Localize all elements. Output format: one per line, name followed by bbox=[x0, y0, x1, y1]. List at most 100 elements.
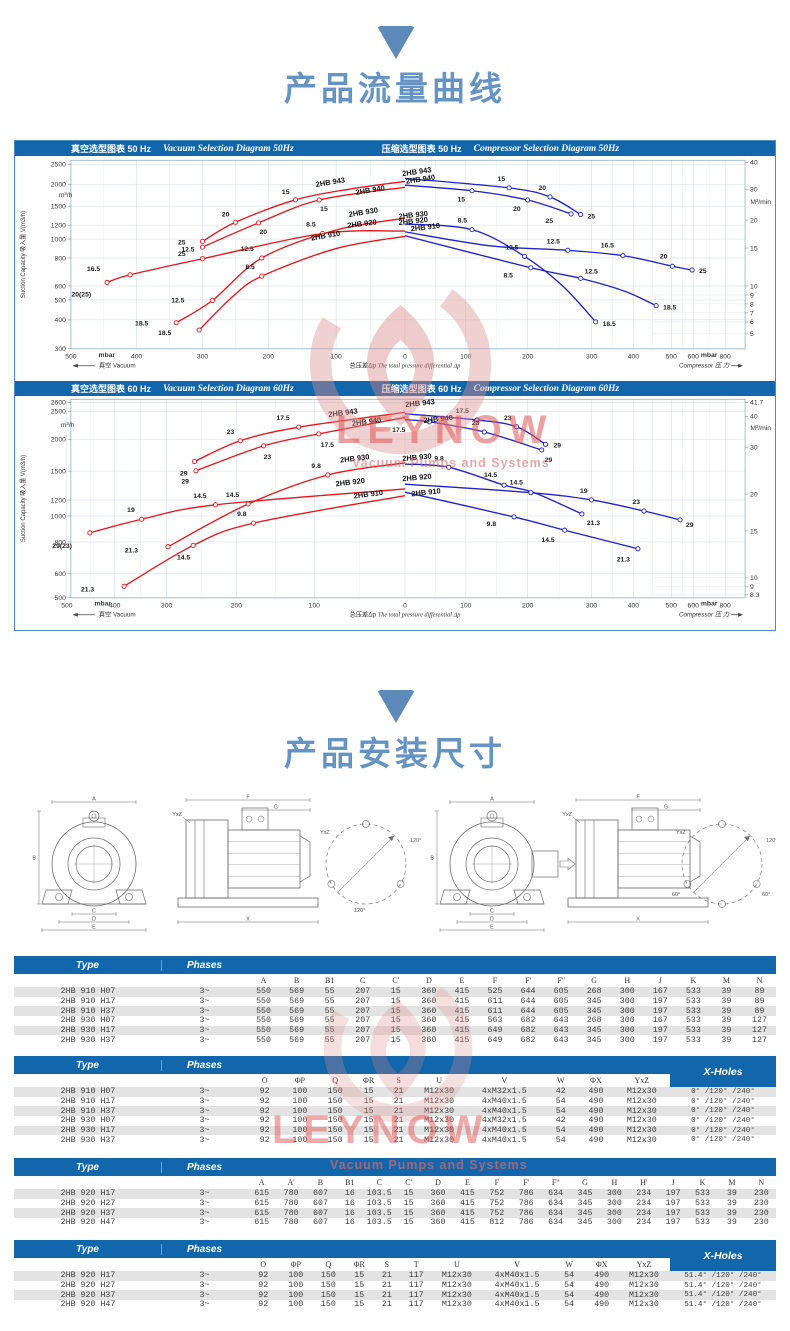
column-letter: V bbox=[514, 1260, 520, 1269]
value-cell: M12x30 bbox=[629, 1290, 659, 1300]
selection-diagram-60hz: 26002500200015001200100080060050041.7403… bbox=[20, 397, 771, 619]
type-cell: 2HB 910 H17 bbox=[60, 1097, 116, 1107]
value-cell: 605 bbox=[553, 987, 569, 997]
value-cell: 39 bbox=[721, 1026, 732, 1036]
value-cell: 634 bbox=[548, 1218, 564, 1228]
data-point-marker bbox=[469, 188, 475, 194]
value-cell: 100 bbox=[288, 1300, 304, 1310]
value-cell: 682 bbox=[520, 1016, 536, 1026]
value-cell: 207 bbox=[355, 997, 371, 1007]
y2-axis-unit: M³/min bbox=[750, 199, 771, 206]
value-cell: 16 bbox=[344, 1208, 355, 1218]
value-cell: 92 bbox=[259, 1116, 270, 1126]
series-curve-2HB-910 bbox=[123, 495, 406, 587]
x-holes-cell: 0° /120° /240° bbox=[691, 1136, 755, 1145]
value-cell: 150 bbox=[327, 1126, 343, 1136]
value-cell: 92 bbox=[259, 1135, 270, 1145]
value-cell: 21 bbox=[381, 1290, 392, 1300]
value-cell: 490 bbox=[594, 1281, 610, 1291]
value-cell: 92 bbox=[259, 1087, 270, 1097]
data-point-marker bbox=[568, 211, 574, 217]
value-cell: 89 bbox=[754, 997, 765, 1007]
data-point-marker bbox=[199, 238, 206, 244]
data-point-marker bbox=[635, 546, 641, 552]
phases-column-header: Phases bbox=[186, 1243, 223, 1255]
dimension-label: A bbox=[92, 797, 96, 803]
y-axis-tick-label: 600 bbox=[55, 283, 67, 290]
column-letter: D bbox=[435, 1178, 441, 1187]
value-cell: 786 bbox=[518, 1208, 534, 1218]
phases-cell: 3~ bbox=[199, 1189, 210, 1199]
data-point-marker bbox=[620, 253, 626, 259]
y-axis-tick-label: 800 bbox=[55, 255, 67, 262]
column-letter: H' bbox=[640, 1178, 648, 1187]
dimension-label: B bbox=[32, 856, 36, 862]
y-axis-tick-label: 500 bbox=[55, 595, 67, 602]
value-cell: 649 bbox=[487, 1035, 503, 1045]
series-curve-2HB-940 bbox=[404, 418, 542, 451]
value-cell: 4xM40x1.5 bbox=[494, 1290, 540, 1300]
table-row: 2HB 910 H37 3~ 550 569 55 207 15 360 415 611 644 60… bbox=[14, 1006, 776, 1017]
value-cell: 15 bbox=[390, 1006, 401, 1016]
point-label: 14.5 bbox=[510, 480, 523, 487]
value-cell: 117 bbox=[408, 1281, 424, 1291]
dimension-label: 60° bbox=[762, 892, 770, 898]
value-cell: 533 bbox=[685, 987, 701, 997]
dimension-table-1: Type Phases A B B1 C C' D E F F' F'' G H J K M N 2HB 910 H… bbox=[14, 956, 776, 1045]
value-cell: 634 bbox=[548, 1208, 564, 1218]
type-column-header: Type bbox=[14, 1059, 162, 1071]
value-cell: 230 bbox=[753, 1189, 769, 1199]
column-letter: W bbox=[556, 1076, 565, 1085]
dimension-label: YxZ bbox=[562, 812, 572, 818]
type-column-header: Type bbox=[14, 1243, 162, 1255]
value-cell: 55 bbox=[324, 1026, 335, 1036]
value-cell: 643 bbox=[553, 1016, 569, 1026]
value-cell: 21 bbox=[393, 1087, 404, 1097]
phases-cell: 3~ bbox=[199, 1087, 210, 1097]
table-row: 2HB 910 H07 3~ 92 100 150 15 21 M12x30 4xM32x1.5… bbox=[14, 1087, 776, 1097]
series-label: 2HB 930 bbox=[398, 209, 428, 221]
value-cell: 55 bbox=[324, 987, 335, 997]
value-cell: 89 bbox=[754, 1006, 765, 1016]
type-cell: 2HB 930 H37 bbox=[60, 1035, 116, 1045]
value-cell: 54 bbox=[564, 1300, 575, 1310]
value-cell: 415 bbox=[459, 1199, 475, 1209]
value-cell: 92 bbox=[258, 1290, 269, 1300]
data-point-marker bbox=[474, 417, 480, 423]
column-letters-row: O ΦP Q ΦR S U V W ΦX YxZ bbox=[14, 1074, 776, 1087]
value-cell: 300 bbox=[619, 1016, 635, 1026]
value-cell: M12x30 bbox=[441, 1271, 472, 1281]
data-point-marker bbox=[212, 502, 219, 508]
phases-cell: 3~ bbox=[199, 1097, 210, 1107]
data-point-marker bbox=[255, 220, 262, 226]
phases-column-header: Phases bbox=[186, 1161, 223, 1173]
dimension-label: G bbox=[274, 805, 278, 811]
value-cell: 415 bbox=[459, 1218, 475, 1228]
value-cell: 15 bbox=[354, 1300, 365, 1310]
data-point-marker bbox=[121, 583, 127, 589]
value-cell: 780 bbox=[283, 1189, 299, 1199]
value-cell: 230 bbox=[753, 1218, 769, 1228]
series-label: 2HB 940 bbox=[405, 173, 435, 186]
x-holes-cell: 0° /120° /240° bbox=[691, 1116, 755, 1125]
value-cell: 611 bbox=[487, 997, 503, 1007]
type-cell: 2HB 930 H17 bbox=[60, 1126, 116, 1136]
column-letter: V bbox=[501, 1076, 508, 1085]
value-cell: 752 bbox=[489, 1199, 505, 1209]
point-label: 16.5 bbox=[87, 266, 100, 273]
x-axis-tick-label: 200 bbox=[263, 354, 275, 361]
column-letter: F'' bbox=[551, 1178, 560, 1187]
value-cell: 15 bbox=[354, 1271, 365, 1281]
chart-title-vacuum-60-en: Vacuum Selection Diagram 60Hz bbox=[163, 383, 294, 394]
value-cell: 21 bbox=[381, 1281, 392, 1291]
column-letter: C' bbox=[405, 1178, 413, 1187]
column-letter: ΦX bbox=[590, 1076, 602, 1085]
value-cell: M12x30 bbox=[629, 1271, 659, 1281]
value-cell: 127 bbox=[752, 1035, 767, 1045]
y-axis-tick-label: 800 bbox=[55, 539, 67, 546]
value-cell: 150 bbox=[320, 1300, 336, 1310]
y-axis-tick-label: 400 bbox=[55, 317, 67, 324]
value-cell: 360 bbox=[430, 1199, 446, 1209]
value-cell: 127 bbox=[752, 1016, 767, 1026]
value-cell: 360 bbox=[430, 1189, 446, 1199]
